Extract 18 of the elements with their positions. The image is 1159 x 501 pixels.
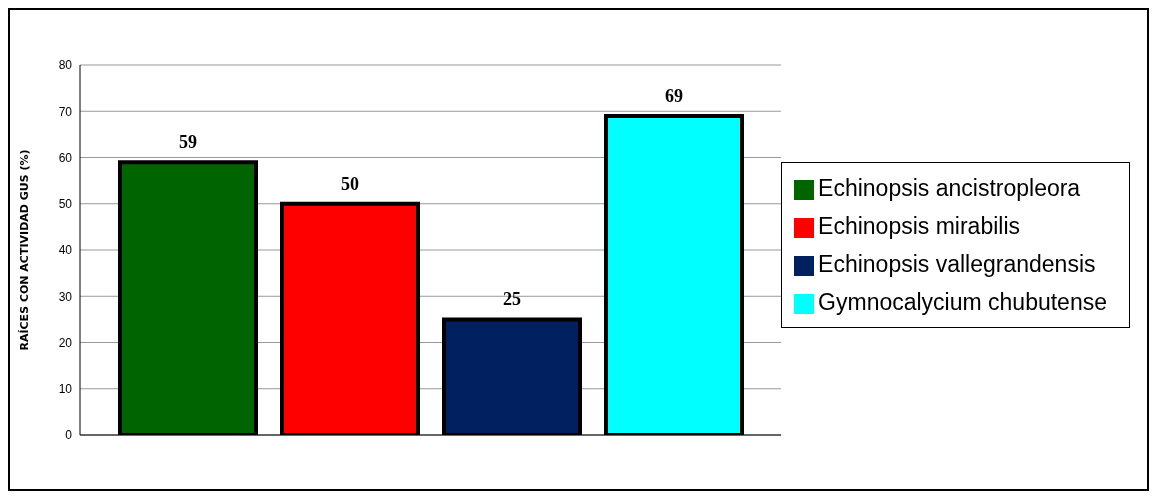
y-tick-label: 60 [58,150,73,165]
y-tick-label: 20 [58,335,73,350]
y-axis-title: RAÍCES CON ACTIVIDAD GUS (%) [17,149,31,351]
y-tick-label: 80 [58,58,73,73]
data-label: 69 [665,85,683,106]
y-tick-label: 40 [58,243,73,258]
data-label: 59 [179,132,197,153]
legend-label: Echinopsis mirabilis [818,213,1021,239]
legend-label: Gymnocalycium chubutense [818,289,1107,315]
y-tick-label: 0 [65,428,73,443]
y-tick-label: 30 [58,289,73,304]
data-label: 25 [503,289,521,310]
y-tick-label: 10 [58,382,73,397]
y-tick-label: 70 [58,104,73,119]
legend-label: Echinopsis vallegrandensis [818,251,1096,277]
data-label: 50 [341,173,359,194]
y-tick-label: 50 [58,197,73,212]
legend-label: Echinopsis ancistropleora [818,175,1081,201]
